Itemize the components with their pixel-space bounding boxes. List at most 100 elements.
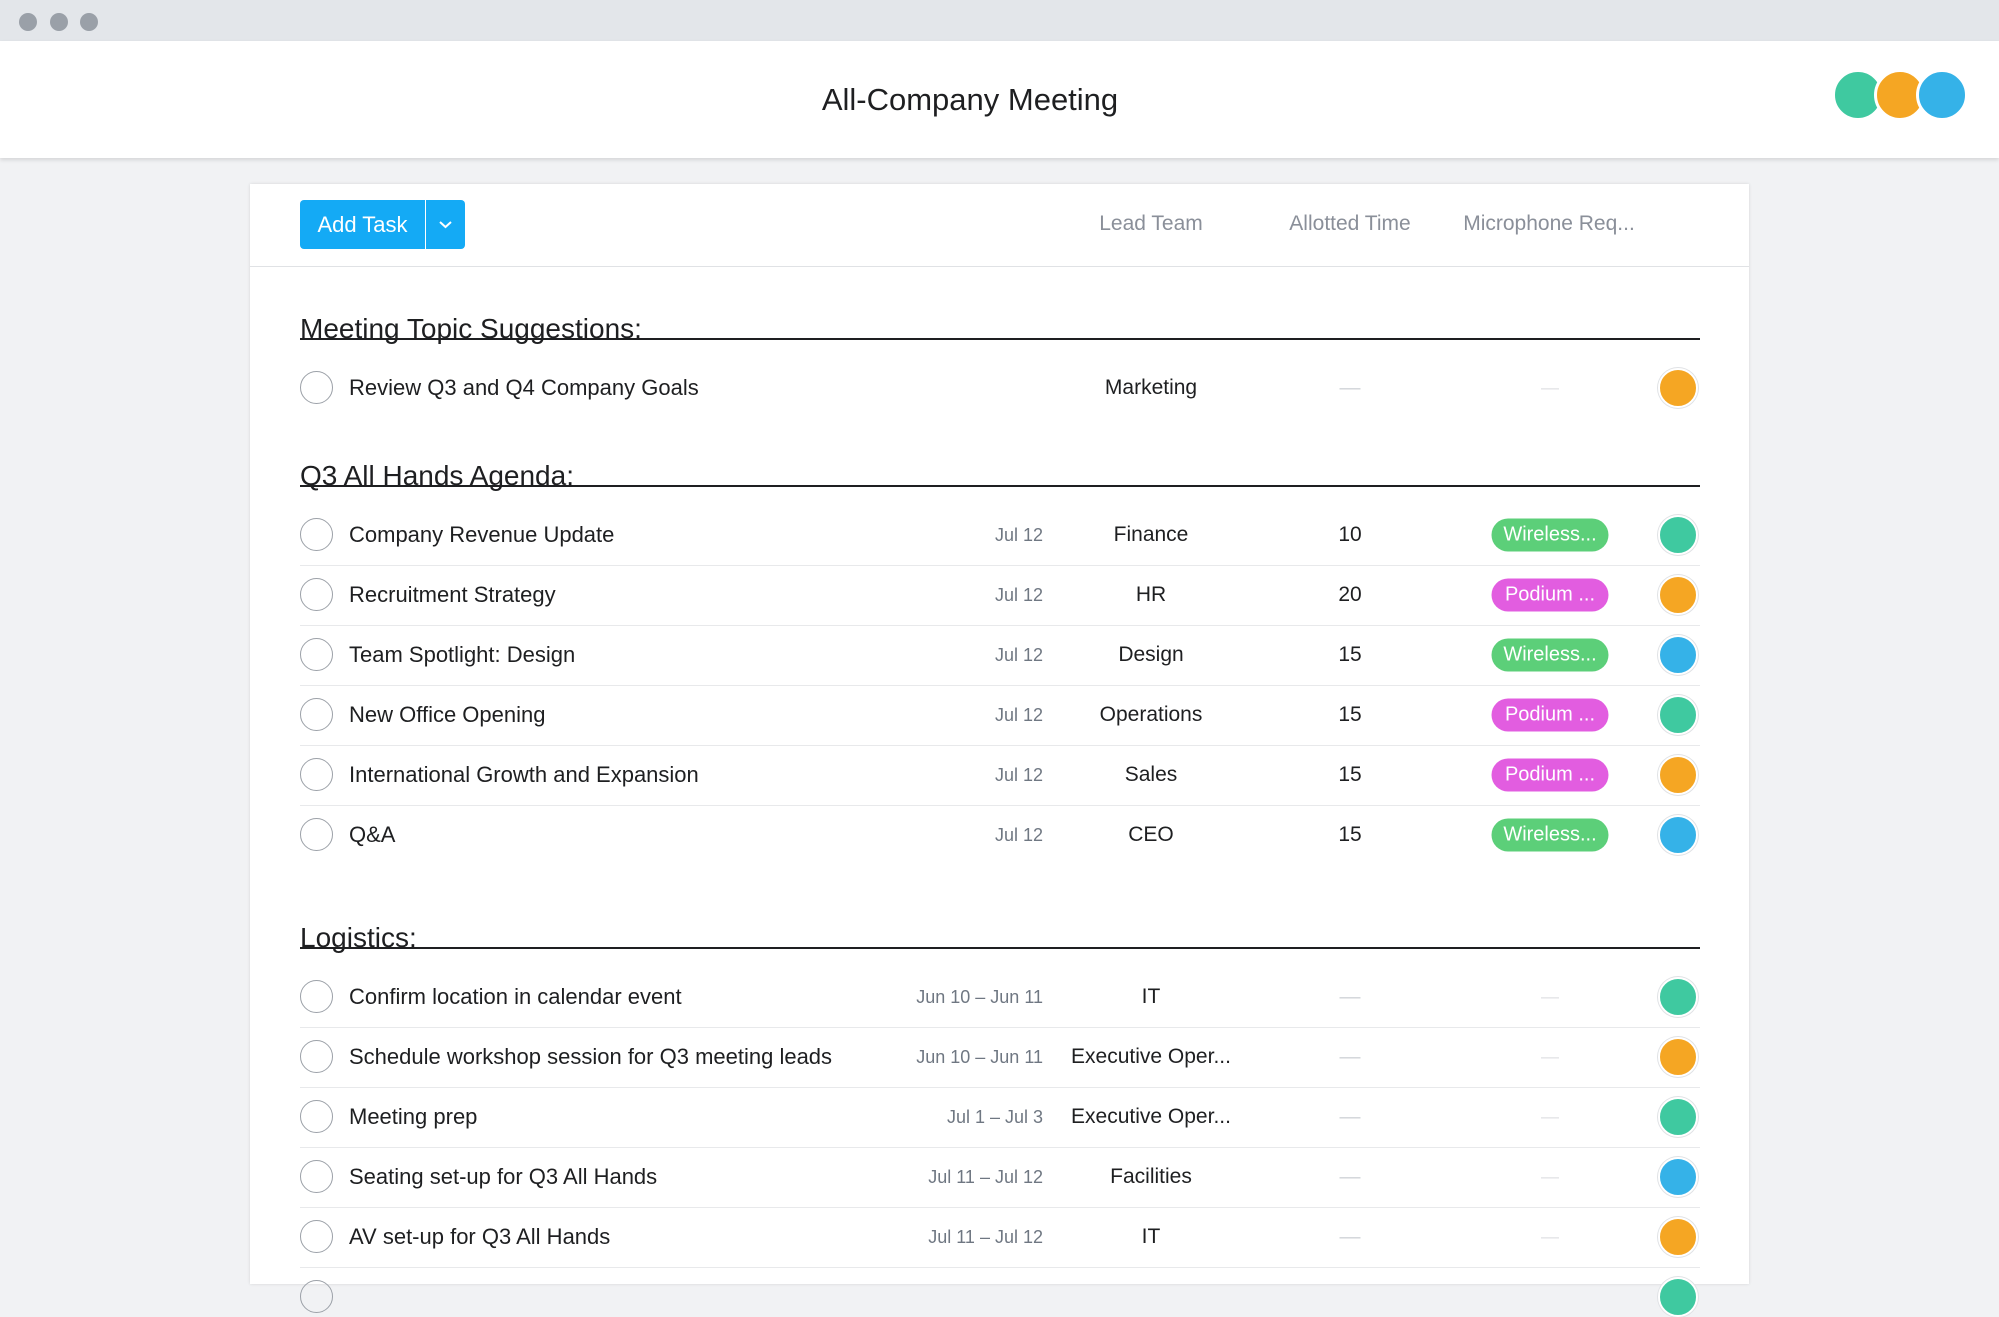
window-dot[interactable] <box>19 13 37 31</box>
lead-team: IT <box>1141 1225 1161 1248</box>
assignee-avatar[interactable] <box>1658 1217 1698 1257</box>
microphone-empty: — <box>1541 986 1559 1007</box>
row-divider <box>300 565 1700 566</box>
assignee-avatar[interactable] <box>1658 635 1698 675</box>
allotted-time: 15 <box>1338 703 1362 726</box>
task-list: Add Task Lead Team Allotted Time Microphon… <box>250 184 1749 1317</box>
assignee-avatar[interactable] <box>1658 1157 1698 1197</box>
task-date: Jun 10 – Jun 11 <box>916 1047 1043 1067</box>
assignee-avatar[interactable] <box>1658 977 1698 1017</box>
lead-team: Executive Oper... <box>1071 1045 1231 1068</box>
window-dot[interactable] <box>50 13 68 31</box>
task-checkbox[interactable] <box>300 518 333 551</box>
task-name[interactable]: New Office Opening <box>349 702 546 727</box>
task-checkbox[interactable] <box>300 698 333 731</box>
lead-team: Sales <box>1124 763 1178 786</box>
dropdown-chevron <box>439 221 452 229</box>
microphone-empty: — <box>1541 1226 1559 1247</box>
assignee-avatar[interactable] <box>1658 695 1698 735</box>
lead-team: CEO <box>1128 823 1174 846</box>
assignee-avatar[interactable] <box>1658 1037 1698 1077</box>
task-name[interactable]: Recruitment Strategy <box>349 582 556 607</box>
task-date: Jul 12 <box>994 585 1043 605</box>
microphone-empty: — <box>1541 1106 1559 1127</box>
allotted-time: — <box>1339 1165 1361 1188</box>
microphone-empty: — <box>1541 1166 1559 1187</box>
lead-team: Facilities <box>1110 1165 1192 1188</box>
microphone-pill[interactable]: Podium ... <box>1491 698 1609 732</box>
assignee-avatar[interactable] <box>1658 575 1698 615</box>
section-rule <box>300 947 1700 949</box>
task-date: Jul 11 – Jul 12 <box>928 1167 1043 1187</box>
microphone-pill[interactable]: Podium ... <box>1491 758 1609 792</box>
microphone-empty: — <box>1541 1046 1559 1067</box>
lead-team: Finance <box>1113 523 1189 546</box>
header: All-Company Meeting <box>0 41 1999 158</box>
column-header[interactable]: Microphone Req... <box>1463 212 1635 235</box>
lead-team: Executive Oper... <box>1071 1105 1231 1128</box>
task-name[interactable]: Company Revenue Update <box>349 522 615 547</box>
assignee-avatar[interactable] <box>1658 368 1698 408</box>
member-avatar[interactable] <box>1916 69 1968 121</box>
task-date: Jul 12 <box>994 525 1043 545</box>
page-title: All-Company Meeting <box>821 82 1119 117</box>
task-name[interactable]: International Growth and Expansion <box>349 762 699 787</box>
allotted-time: — <box>1339 376 1361 399</box>
task-name[interactable]: Review Q3 and Q4 Company Goals <box>349 375 699 400</box>
row-divider <box>300 805 1700 806</box>
microphone-pill[interactable]: Podium ... <box>1491 578 1609 612</box>
allotted-time: 15 <box>1338 643 1362 666</box>
allotted-time: 20 <box>1338 583 1362 606</box>
task-checkbox[interactable] <box>300 578 333 611</box>
task-name[interactable]: Meeting prep <box>349 1104 478 1129</box>
allotted-time: — <box>1339 1105 1361 1128</box>
task-checkbox[interactable] <box>300 818 333 851</box>
lead-team: IT <box>1141 985 1161 1008</box>
add-task-button[interactable]: Add Task <box>300 200 425 249</box>
row-divider <box>300 1207 1700 1208</box>
task-checkbox[interactable] <box>300 1100 333 1133</box>
task-checkbox[interactable] <box>300 980 333 1013</box>
task-date: Jun 10 – Jun 11 <box>916 987 1043 1007</box>
microphone-pill[interactable]: Wireless... <box>1491 518 1609 552</box>
column-header[interactable]: Lead Team <box>1099 212 1203 235</box>
task-checkbox[interactable] <box>300 1220 333 1253</box>
task-name[interactable]: Team Spotlight: Design <box>349 642 576 667</box>
task-name[interactable]: Q&A <box>349 822 396 847</box>
add-task-dropdown[interactable] <box>426 200 465 249</box>
task-name[interactable]: Confirm location in calendar event <box>349 984 682 1009</box>
row-divider <box>300 685 1700 686</box>
section-title: Logistics: <box>300 922 417 953</box>
assignee-avatar[interactable] <box>1658 1097 1698 1137</box>
task-date: Jul 12 <box>994 645 1043 665</box>
task-checkbox[interactable] <box>300 758 333 791</box>
task-name[interactable]: Schedule workshop session for Q3 meeting… <box>349 1044 833 1069</box>
row-divider <box>300 745 1700 746</box>
task-checkbox[interactable] <box>300 371 333 404</box>
task-date: Jul 1 – Jul 3 <box>946 1107 1043 1127</box>
lead-team: HR <box>1135 583 1167 606</box>
task-date: Jul 12 <box>994 705 1043 725</box>
assignee-avatar[interactable] <box>1658 1277 1698 1317</box>
task-checkbox[interactable] <box>300 1280 333 1313</box>
task-name[interactable]: AV set-up for Q3 All Hands <box>349 1224 611 1249</box>
lead-team: Marketing <box>1104 376 1198 399</box>
window-dot[interactable] <box>80 13 98 31</box>
task-checkbox[interactable] <box>300 638 333 671</box>
allotted-time: 15 <box>1338 823 1362 846</box>
task-checkbox[interactable] <box>300 1160 333 1193</box>
task-name[interactable]: Seating set-up for Q3 All Hands <box>349 1164 658 1189</box>
assignee-avatar[interactable] <box>1658 815 1698 855</box>
section-rule <box>300 338 1700 340</box>
allotted-time: — <box>1339 985 1361 1008</box>
section-rule <box>300 485 1700 487</box>
assignee-avatar[interactable] <box>1658 515 1698 555</box>
row-divider <box>300 1087 1700 1088</box>
row-divider <box>300 625 1700 626</box>
task-checkbox[interactable] <box>300 1040 333 1073</box>
microphone-pill[interactable]: Wireless... <box>1491 818 1609 852</box>
assignee-avatar[interactable] <box>1658 755 1698 795</box>
column-header[interactable]: Allotted Time <box>1289 212 1411 235</box>
microphone-pill[interactable]: Wireless... <box>1491 638 1609 672</box>
